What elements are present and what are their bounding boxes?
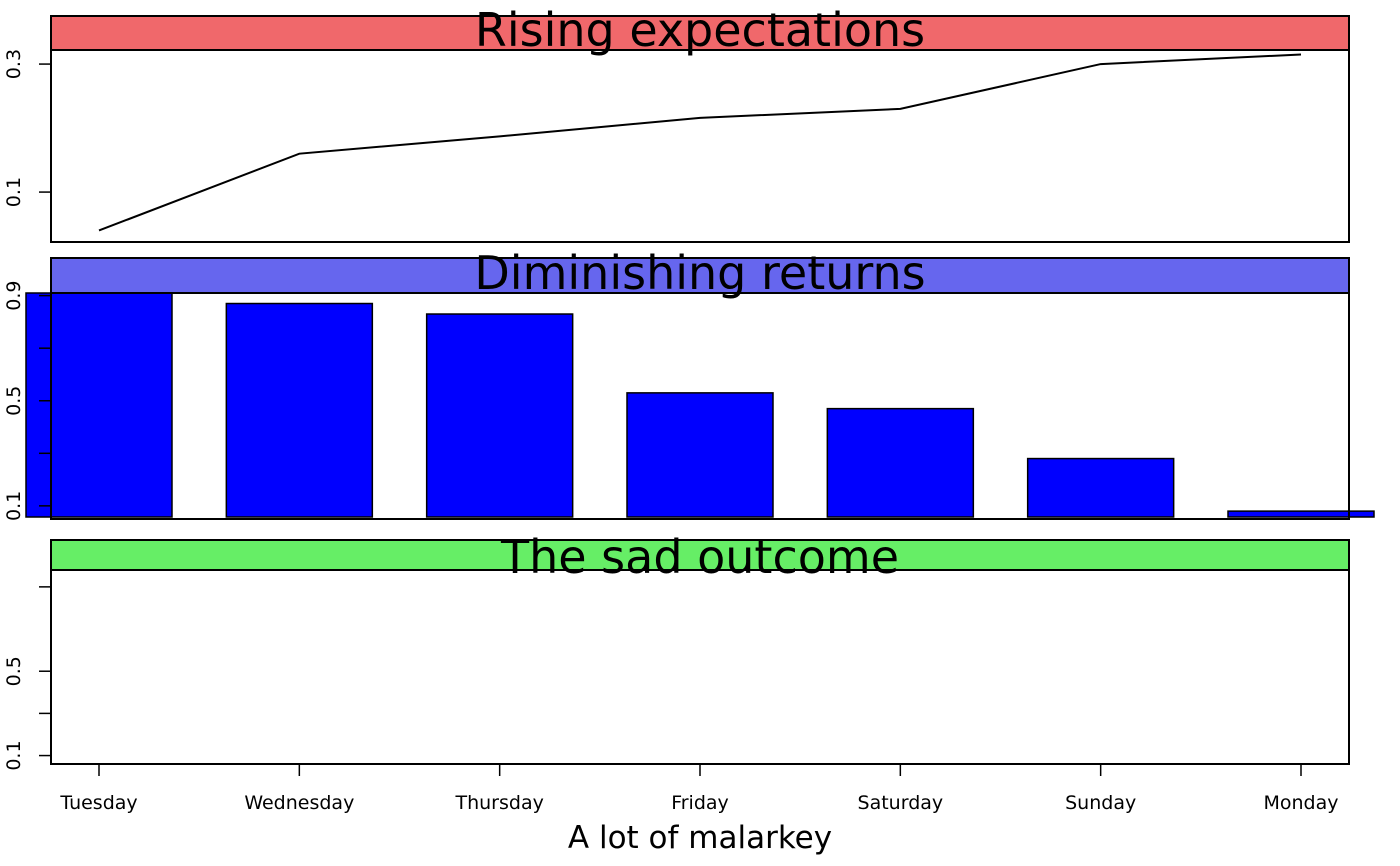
panel-title: The sad outcome (500, 530, 899, 584)
bar-tuesday (25, 292, 173, 518)
y-tick-label: 0.1 (3, 177, 25, 207)
panel-strip (50, 257, 1350, 294)
panel-strip (50, 15, 1350, 51)
x-tick-label-thursday: Thursday (454, 792, 543, 814)
x-tick-label-sunday: Sunday (1065, 792, 1136, 814)
panel-title: Rising expectations (475, 3, 925, 57)
panel-frame (50, 569, 1350, 765)
bar-saturday (826, 407, 975, 518)
y-tick-label: 0.9 (3, 281, 25, 311)
y-tick-label: 0.5 (3, 386, 25, 416)
panel-2: 0.1 0.5 0.9 Diminishing returns (3, 246, 1375, 521)
y-tick-label: 0.3 (3, 49, 25, 79)
x-tick-label-friday: Friday (671, 792, 729, 814)
panel-title: Diminishing returns (474, 246, 925, 300)
x-axis: Tuesday Wednesday Thursday Friday Saturday Su… (59, 764, 1339, 814)
panel-3: 0.1 0.5 The sad outcome (3, 530, 1350, 771)
x-tick-label-wednesday: Wednesday (244, 792, 354, 814)
panel-frame (50, 292, 1350, 520)
bar-monday (1227, 510, 1375, 518)
panel-1: 0.1 0.3 Rising expectations (3, 3, 1350, 243)
panel-frame (50, 49, 1350, 243)
y-tick-label: 0.1 (3, 740, 25, 770)
line-series (98, 53, 1302, 232)
x-axis-title: A lot of malarkey (568, 820, 832, 856)
x-tick-label-saturday: Saturday (858, 792, 944, 814)
panels: 0.1 0.3 Rising expectations 0.1 0.5 0.9 Dimini… (3, 3, 1375, 771)
y-tick-label: 0.5 (3, 656, 25, 686)
bar-sunday (1026, 457, 1175, 518)
x-tick-label-tuesday: Tuesday (59, 792, 137, 814)
bar-friday (626, 392, 774, 518)
bar-wednesday (225, 302, 374, 518)
bar-thursday (425, 313, 574, 518)
y-tick-label: 0.1 (3, 491, 25, 521)
x-tick-label-monday: Monday (1263, 792, 1338, 814)
